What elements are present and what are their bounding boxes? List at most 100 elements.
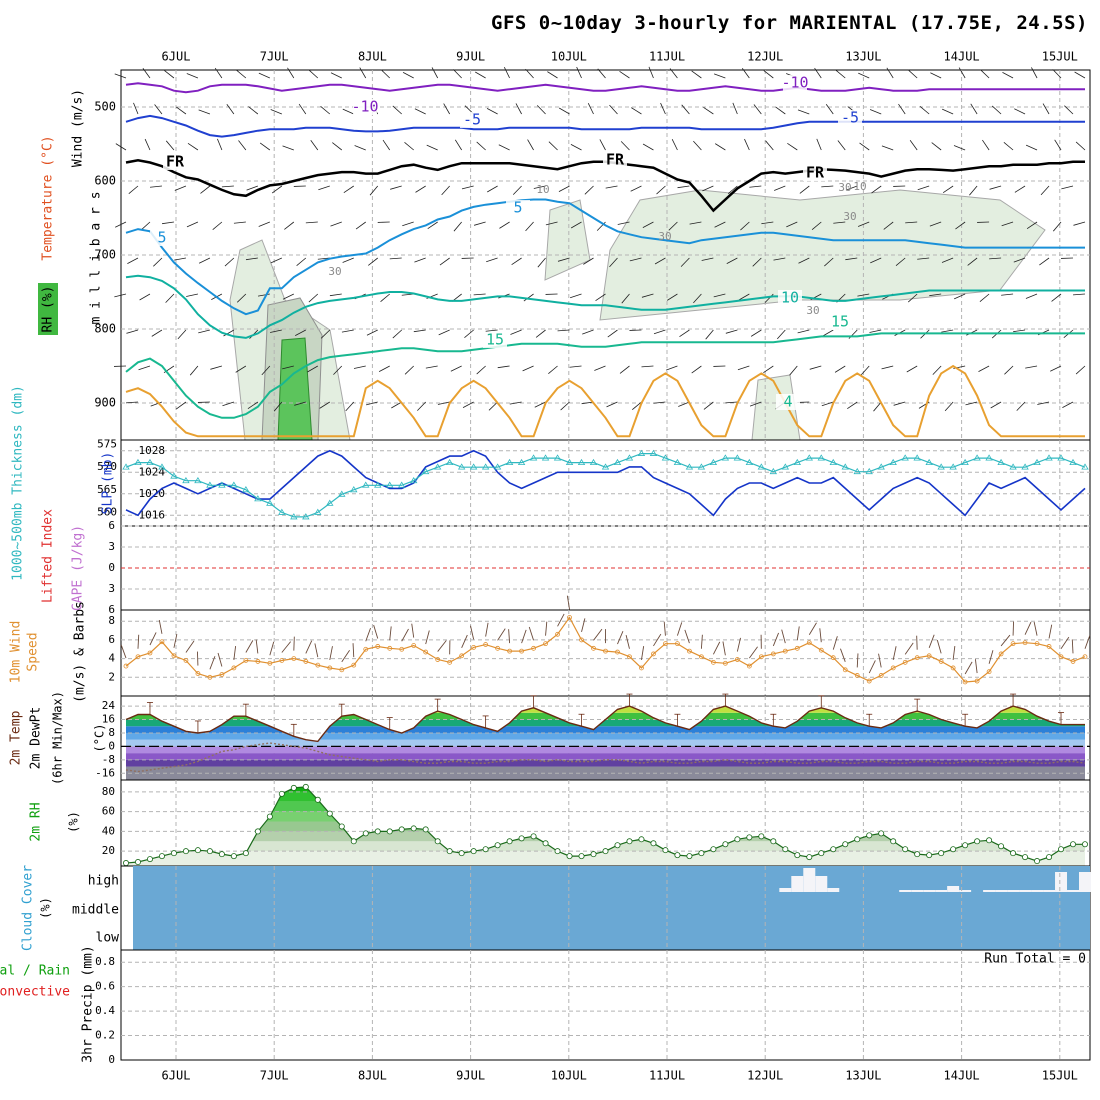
wind-barb bbox=[737, 365, 750, 371]
wind-barb bbox=[593, 628, 603, 641]
thickness-panel-frame bbox=[120, 439, 1091, 527]
rh-point bbox=[722, 841, 729, 848]
wind-barb bbox=[824, 257, 834, 267]
wind-speed-point bbox=[986, 669, 992, 675]
wind-speed-point bbox=[147, 650, 153, 656]
wind-barb bbox=[503, 67, 510, 79]
cloud-layer-label: middle bbox=[72, 903, 119, 918]
wind-barb bbox=[557, 329, 570, 332]
wind-speed-point bbox=[842, 667, 848, 673]
high-cloud-bar bbox=[995, 890, 1008, 892]
wind-barb bbox=[835, 69, 846, 79]
wind-barb bbox=[318, 185, 330, 191]
thickness-tick-label: 575 bbox=[97, 438, 117, 451]
wind-barb bbox=[873, 401, 882, 412]
high-cloud-bar bbox=[779, 888, 792, 892]
wind-barb bbox=[681, 104, 690, 115]
wind-barb bbox=[537, 257, 546, 268]
wind-barb bbox=[247, 401, 259, 410]
rh-contour-label: 30 bbox=[806, 304, 819, 317]
thickness-point bbox=[278, 508, 286, 515]
wind-barb bbox=[186, 221, 199, 228]
wind-speed-point bbox=[974, 678, 980, 684]
wind-barb bbox=[796, 626, 800, 641]
wind-barb bbox=[391, 401, 402, 409]
wind-speed-point bbox=[135, 654, 141, 660]
wind-barb bbox=[1026, 221, 1038, 230]
wind-barb bbox=[856, 653, 859, 668]
wind-barb bbox=[942, 108, 954, 115]
wind-barb bbox=[355, 221, 366, 230]
wind-barb bbox=[226, 104, 235, 115]
wind-barb bbox=[175, 401, 187, 410]
wind-barb bbox=[752, 257, 762, 267]
wind-barb bbox=[775, 106, 786, 115]
wind-speed-point bbox=[183, 658, 189, 663]
wind-barb bbox=[660, 102, 666, 115]
rh-point bbox=[926, 852, 933, 859]
date-label-top: 9JUL bbox=[456, 50, 485, 64]
wind-speed-point bbox=[375, 644, 381, 649]
thickness-point bbox=[757, 463, 766, 470]
wind-barb bbox=[566, 595, 570, 610]
wind-barb bbox=[619, 365, 630, 374]
thickness-point bbox=[745, 458, 754, 466]
rh-point bbox=[218, 851, 225, 858]
wind-barb bbox=[857, 221, 870, 227]
wind-barb bbox=[547, 71, 558, 79]
wind-barb bbox=[177, 329, 187, 340]
wind-barb bbox=[764, 293, 774, 303]
wind-barb bbox=[223, 329, 235, 337]
label-bg bbox=[828, 314, 852, 330]
wind-barb bbox=[952, 646, 956, 661]
wind-barb bbox=[271, 185, 283, 194]
date-label-bottom: 11JUL bbox=[649, 1069, 685, 1083]
wind-barb bbox=[314, 643, 319, 658]
wind-speed-point bbox=[746, 663, 752, 669]
wind-barb bbox=[255, 639, 259, 654]
wind-speed-point bbox=[171, 653, 177, 659]
rh-point bbox=[974, 838, 981, 845]
wind-barb bbox=[366, 329, 378, 336]
rh-point bbox=[338, 823, 345, 830]
thickness-point bbox=[409, 476, 418, 484]
wind-barb bbox=[257, 293, 270, 297]
thickness-point bbox=[1009, 463, 1017, 470]
thickness-point bbox=[913, 454, 921, 461]
wind-barb bbox=[380, 69, 391, 79]
high-cloud-bar bbox=[899, 890, 912, 892]
wind-axis-label: Speed bbox=[26, 632, 41, 671]
wind-barb bbox=[389, 257, 402, 260]
wind-barb bbox=[797, 109, 810, 115]
rh-point bbox=[290, 784, 297, 791]
wind-barb bbox=[893, 401, 906, 406]
wind-barb bbox=[859, 142, 870, 151]
thickness-point bbox=[949, 463, 957, 470]
wind-barb bbox=[892, 646, 897, 661]
rh-point bbox=[854, 836, 861, 843]
wind-barb bbox=[941, 257, 954, 263]
wind-speed-point bbox=[555, 631, 560, 637]
date-label-bottom: 13JUL bbox=[845, 1069, 881, 1083]
isotherm-label: 10 bbox=[781, 289, 799, 307]
rh-point bbox=[1034, 858, 1041, 865]
wind-barb bbox=[217, 138, 223, 151]
wind-barb bbox=[1024, 621, 1032, 635]
wind-barb bbox=[595, 293, 606, 302]
wind-barb bbox=[736, 637, 741, 652]
rh-point bbox=[938, 850, 945, 857]
wind-barb bbox=[1031, 67, 1038, 79]
wind-barb bbox=[1000, 634, 1011, 647]
rh-point bbox=[446, 848, 453, 855]
wind-barb bbox=[528, 626, 535, 641]
wind-barb bbox=[895, 257, 906, 267]
wind-axis-label: Wind (m/s) bbox=[71, 89, 86, 167]
high-cloud-bar bbox=[923, 890, 936, 892]
wind-barb bbox=[701, 257, 714, 261]
cloud-layer-label: high bbox=[88, 874, 119, 889]
date-label-bottom: 6JUL bbox=[162, 1069, 191, 1083]
thickness-point bbox=[1069, 458, 1077, 466]
wind-barb bbox=[819, 628, 822, 643]
wind-barb bbox=[236, 69, 247, 79]
wind-barb bbox=[964, 661, 973, 675]
